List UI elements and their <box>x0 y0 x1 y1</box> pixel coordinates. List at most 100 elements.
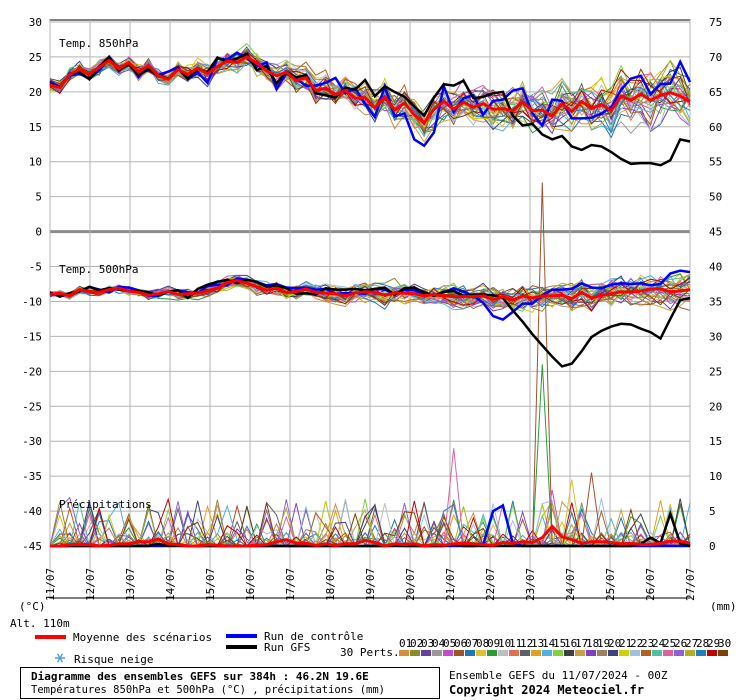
legend-control-label: Run de contrôle <box>264 630 363 643</box>
member-legend-swatch <box>586 650 596 656</box>
legend-snow-label: Risque neige <box>74 653 153 666</box>
member-legend-number: 04 <box>432 637 446 650</box>
x-tick-label: 26/07 <box>644 568 657 601</box>
member-legend-number: 10 <box>498 637 511 650</box>
member-precip-spike <box>443 448 464 545</box>
member-legend-swatch <box>465 650 475 656</box>
member-legend-swatch <box>597 650 607 656</box>
member-legend-number: 11 <box>509 637 522 650</box>
x-tick-label: 15/07 <box>204 568 217 601</box>
right-tick-label: 50 <box>709 191 722 204</box>
right-tick-label: 30 <box>709 330 722 343</box>
member-legend-number: 29 <box>707 637 720 650</box>
member-legend-number: 24 <box>652 637 666 650</box>
member-legend-number: 14 <box>542 637 556 650</box>
member-legend-number: 23 <box>641 637 654 650</box>
x-tick-label: 17/07 <box>284 568 297 601</box>
member-legend-swatch <box>487 650 497 656</box>
right-axis-unit: (mm) <box>710 600 737 613</box>
mean-t500-line <box>49 278 691 302</box>
member-legend-number: 13 <box>531 637 544 650</box>
mean-precip-line <box>50 524 691 548</box>
right-tick-label: 45 <box>709 226 722 239</box>
x-tick-label: 27/07 <box>684 568 697 601</box>
member-legend-swatch <box>663 650 673 656</box>
member-legend-number: 12 <box>520 637 533 650</box>
altitude-label: Alt. 110m <box>10 617 70 630</box>
member-legend-swatch <box>553 650 563 656</box>
member-legend-number: 22 <box>630 637 643 650</box>
right-tick-label: 5 <box>709 505 716 518</box>
panel-label-t500: Temp. 500hPa <box>59 263 138 276</box>
member-legend-swatch <box>641 650 651 656</box>
left-tick-label: 10 <box>29 156 42 169</box>
member-legend-number: 28 <box>696 637 709 650</box>
member-legend-number: 26 <box>674 637 687 650</box>
member-legend-swatch <box>476 650 486 656</box>
member-legend-number: 09 <box>487 637 500 650</box>
member-legend-swatch <box>608 650 618 656</box>
left-tick-label: -35 <box>22 470 42 483</box>
left-tick-label: -30 <box>22 435 42 448</box>
x-tick-label: 25/07 <box>604 568 617 601</box>
x-tick-label: 24/07 <box>564 568 577 601</box>
member-precip-spike <box>532 364 553 545</box>
right-tick-label: 20 <box>709 400 722 413</box>
member-legend-swatch <box>410 650 420 656</box>
member-legend-swatch <box>443 650 453 656</box>
x-tick-label: 12/07 <box>84 568 97 601</box>
member-legend-swatch <box>542 650 552 656</box>
x-tick-label: 16/07 <box>244 568 257 601</box>
member-legend-swatch <box>432 650 442 656</box>
panel-label-precip: Précipitations <box>59 498 152 511</box>
member-legend-number: 27 <box>685 637 698 650</box>
member-legend-swatch <box>652 650 662 656</box>
snowflake-icon <box>55 653 65 663</box>
member-precip-spike <box>532 182 553 545</box>
left-tick-label: 25 <box>29 51 42 64</box>
copyright-label: Copyright 2024 Meteociel.fr <box>449 683 645 697</box>
grid-lines <box>49 20 691 598</box>
left-tick-label: -5 <box>29 261 42 274</box>
member-legend-swatch <box>707 650 717 656</box>
main-series <box>49 51 692 548</box>
member-legend-swatch <box>498 650 508 656</box>
right-tick-label: 70 <box>709 51 722 64</box>
perts-label: 30 Perts. <box>340 646 400 659</box>
left-tick-label: 20 <box>29 86 42 99</box>
right-tick-label: 35 <box>709 295 722 308</box>
member-legend-number: 20 <box>608 637 621 650</box>
right-tick-label: 65 <box>709 86 722 99</box>
left-axis-unit: (°C) <box>19 600 46 613</box>
member-legend-number: 15 <box>553 637 566 650</box>
right-tick-label: 55 <box>709 156 722 169</box>
gfs-precip-line <box>50 509 691 548</box>
member-legend-swatch <box>575 650 585 656</box>
member-legend-number: 06 <box>454 637 467 650</box>
member-legend-swatch <box>421 650 431 656</box>
member-precip-spike <box>581 472 602 545</box>
member-legend-number: 08 <box>476 637 489 650</box>
x-tick-label: 11/07 <box>44 568 57 601</box>
left-tick-label: -40 <box>22 505 42 518</box>
left-tick-label: -10 <box>22 295 42 308</box>
right-tick-label: 10 <box>709 470 722 483</box>
chart-title: Diagramme des ensembles GEFS sur 384h : … <box>31 670 369 683</box>
member-legend-number: 30 <box>718 637 731 650</box>
x-tick-label: 13/07 <box>124 568 137 601</box>
x-tick-label: 14/07 <box>164 568 177 601</box>
right-tick-label: 75 <box>709 16 722 29</box>
x-tick-label: 20/07 <box>404 568 417 601</box>
member-legend-swatch <box>685 650 695 656</box>
left-tick-label: 0 <box>35 226 42 239</box>
member-legend-swatch <box>696 650 706 656</box>
member-legend-swatch <box>674 650 684 656</box>
x-tick-label: 21/07 <box>444 568 457 601</box>
member-precip-spike <box>561 479 583 545</box>
legend-mean-label: Moyenne des scénarios <box>73 631 212 644</box>
right-tick-label: 60 <box>709 121 722 134</box>
chart-subtitle: Températures 850hPa et 500hPa (°C) , pré… <box>31 684 386 696</box>
member-legend-number: 19 <box>597 637 610 650</box>
x-tick-label: 19/07 <box>364 568 377 601</box>
